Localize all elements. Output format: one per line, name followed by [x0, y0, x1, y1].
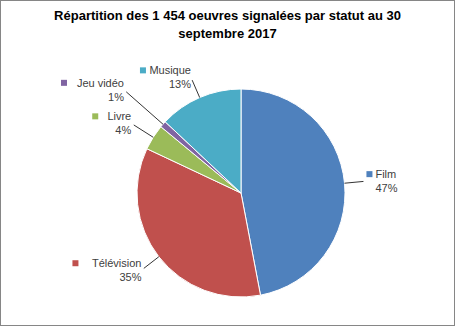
svg-text:Jeu vidéo: Jeu vidéo — [77, 77, 124, 89]
svg-text:Musique: Musique — [149, 64, 191, 76]
svg-text:47%: 47% — [375, 182, 397, 194]
svg-text:Livre: Livre — [107, 110, 131, 122]
svg-text:Télévision: Télévision — [92, 257, 142, 269]
svg-text:35%: 35% — [119, 271, 141, 283]
svg-text:Film: Film — [375, 168, 396, 180]
svg-text:1%: 1% — [108, 91, 124, 103]
svg-text:13%: 13% — [169, 78, 191, 90]
html-text:Répartition des 1 454 oeuvres: Répartition des 1 454 oeuvres signalées … — [54, 8, 401, 41]
svg-text:4%: 4% — [115, 124, 131, 136]
